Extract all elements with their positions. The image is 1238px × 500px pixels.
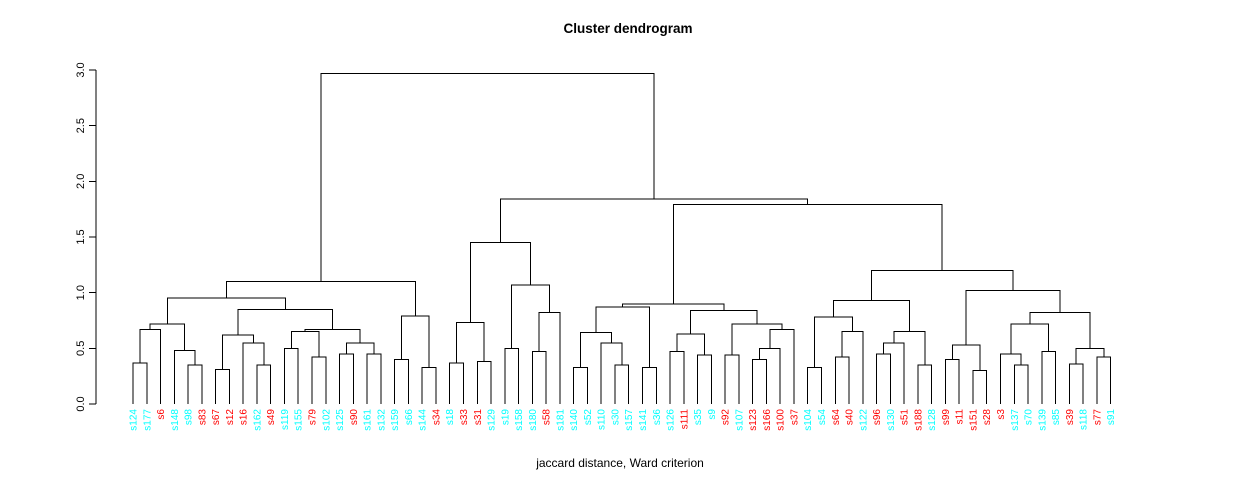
leaf-label-s9: s9 [707, 409, 718, 420]
leaf-label-s39: s39 [1065, 409, 1076, 426]
leaf-label-s157: s157 [624, 409, 635, 431]
leaf-label-s28: s28 [982, 409, 993, 426]
y-axis-line [89, 69, 97, 405]
leaf-label-s98: s98 [184, 409, 195, 426]
leaf-label-s119: s119 [280, 409, 291, 430]
leaf-label-s139: s139 [1037, 409, 1048, 431]
x-axis-label: jaccard distance, Ward criterion [535, 456, 704, 470]
leaf-label-s12: s12 [225, 409, 236, 426]
leaf-label-s181: s181 [555, 409, 566, 431]
leaf-label-s141: s141 [638, 409, 649, 431]
leaf-labels: s124 s177 s6 s148 s98 s83 s67 s12 s16 s162 s49 s119… [129, 409, 1118, 431]
leaf-label-s54: s54 [817, 409, 828, 426]
leaf-label-s83: s83 [197, 409, 208, 426]
leaf-label-s35: s35 [693, 409, 704, 426]
leaf-label-s123: s123 [748, 409, 759, 431]
leaf-label-s124: s124 [129, 409, 140, 431]
leaf-label-s96: s96 [872, 409, 883, 426]
leaf-label-s77: s77 [1092, 409, 1103, 426]
leaf-label-s104: s104 [803, 409, 814, 431]
leaf-label-s111: s111 [679, 409, 690, 430]
leaf-label-s51: s51 [900, 409, 911, 426]
y-tick-label: 2.5 [75, 118, 87, 133]
leaf-label-s166: s166 [762, 409, 773, 431]
leaf-label-s79: s79 [308, 409, 319, 426]
leaf-label-s180: s180 [528, 409, 539, 431]
leaf-label-s37: s37 [790, 409, 801, 426]
leaf-label-s33: s33 [459, 409, 470, 426]
y-tick-label: 0.5 [75, 341, 87, 356]
leaf-label-s99: s99 [941, 409, 952, 426]
leaf-label-s3: s3 [996, 409, 1007, 420]
leaf-label-s144: s144 [418, 409, 429, 431]
leaf-label-s100: s100 [776, 409, 787, 431]
dendrogram-lines [132, 72, 1112, 404]
leaf-label-s19: s19 [500, 409, 511, 426]
leaf-label-s148: s148 [170, 409, 181, 431]
leaf-label-s31: s31 [473, 409, 484, 426]
leaf-label-s158: s158 [514, 409, 525, 431]
leaf-label-s58: s58 [542, 409, 553, 426]
y-tick-label: 1.0 [75, 285, 87, 300]
leaf-label-s6: s6 [156, 409, 167, 420]
leaf-label-s85: s85 [1051, 409, 1062, 426]
leaf-label-s118: s118 [1079, 409, 1090, 430]
leaf-label-s66: s66 [404, 409, 415, 426]
leaf-label-s91: s91 [1106, 409, 1117, 426]
leaf-label-s110: s110 [597, 409, 608, 430]
leaf-label-s107: s107 [734, 409, 745, 431]
chart-title: Cluster dendrogram [563, 21, 692, 36]
y-tick-label: 0.0 [75, 396, 87, 411]
leaf-label-s140: s140 [569, 409, 580, 431]
leaf-label-s102: s102 [321, 409, 332, 431]
leaf-label-s67: s67 [211, 409, 222, 426]
leaf-label-s129: s129 [487, 409, 498, 431]
leaf-label-s132: s132 [376, 409, 387, 431]
leaf-label-s188: s188 [913, 409, 924, 431]
leaf-label-s137: s137 [1010, 409, 1021, 431]
leaf-label-s18: s18 [445, 409, 456, 426]
y-tick-label: 3.0 [75, 62, 87, 77]
leaf-label-s130: s130 [886, 409, 897, 431]
leaf-label-s177: s177 [142, 409, 153, 431]
leaf-label-s40: s40 [845, 409, 856, 426]
leaf-label-s161: s161 [363, 409, 374, 431]
leaf-label-s70: s70 [1024, 409, 1035, 426]
leaf-label-s16: s16 [239, 409, 250, 426]
y-tick-label: 2.0 [75, 174, 87, 189]
leaf-label-s52: s52 [583, 409, 594, 426]
leaf-label-s34: s34 [431, 409, 442, 426]
leaf-label-s36: s36 [652, 409, 663, 426]
leaf-label-s92: s92 [721, 409, 732, 426]
leaf-label-s125: s125 [335, 409, 346, 431]
leaf-label-s49: s49 [266, 409, 277, 426]
leaf-label-s155: s155 [294, 409, 305, 431]
y-axis: 0.0 0.5 1.0 1.5 2.0 2.5 3.0 [75, 62, 97, 412]
leaf-label-s90: s90 [349, 409, 360, 426]
leaf-label-s159: s159 [390, 409, 401, 431]
leaf-label-s64: s64 [831, 409, 842, 426]
leaf-label-s11: s11 [955, 409, 966, 425]
leaf-label-s128: s128 [927, 409, 938, 431]
leaf-label-s126: s126 [666, 409, 677, 431]
leaf-label-s162: s162 [252, 409, 263, 431]
leaf-label-s151: s151 [969, 409, 980, 431]
leaf-label-s30: s30 [611, 409, 622, 426]
dendrogram-tree [132, 72, 1112, 404]
leaf-label-s122: s122 [858, 409, 869, 431]
y-tick-label: 1.5 [75, 229, 87, 244]
